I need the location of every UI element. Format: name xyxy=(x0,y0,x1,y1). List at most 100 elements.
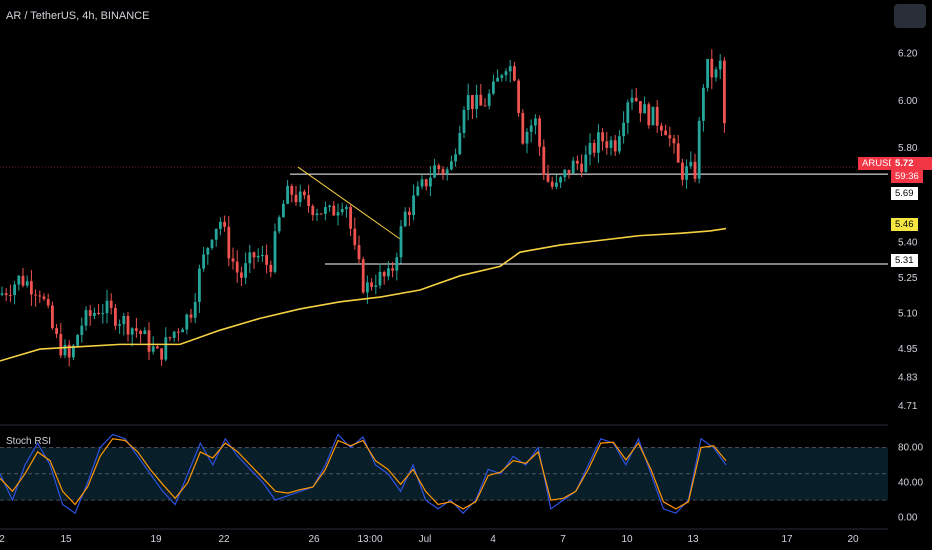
ma-value-badge: 5.46 xyxy=(891,218,918,231)
candle-body xyxy=(664,130,667,136)
candle-body xyxy=(361,259,365,293)
candle-body xyxy=(298,191,302,203)
candle-body xyxy=(118,324,121,326)
candle-body xyxy=(76,335,79,346)
candle-body xyxy=(504,71,508,76)
candle-body xyxy=(681,162,684,180)
candle-body xyxy=(4,293,8,296)
candle-body xyxy=(412,195,415,216)
time-tick-label: 10 xyxy=(621,534,633,545)
candle-body xyxy=(567,169,571,174)
candles xyxy=(0,49,726,367)
candle-body xyxy=(571,160,575,174)
candle-body xyxy=(576,160,579,164)
price-tick-label: 5.80 xyxy=(898,143,918,154)
time-tick-label: 4 xyxy=(490,534,496,545)
candle-body xyxy=(387,268,390,277)
candle-body xyxy=(618,136,621,152)
time-tick-label: 19 xyxy=(150,534,162,545)
trendline xyxy=(297,166,403,241)
time-tick-label: 26 xyxy=(308,534,320,545)
candle-body xyxy=(479,94,483,106)
candle-body xyxy=(487,93,491,106)
candle-body xyxy=(349,207,352,229)
candle-body xyxy=(248,252,252,264)
candle-body xyxy=(147,330,151,352)
time-tick-label: 13 xyxy=(687,534,699,545)
candle-body xyxy=(441,169,445,174)
candle-body xyxy=(231,258,235,262)
candle-body xyxy=(143,330,147,334)
candle-body xyxy=(643,104,646,114)
candle-body xyxy=(252,252,256,258)
time-tick-label: 13:00 xyxy=(357,534,382,545)
candle-body xyxy=(718,60,722,70)
candle-body xyxy=(450,161,453,170)
candle-body xyxy=(324,207,327,214)
candle-body xyxy=(697,120,701,179)
candle-body xyxy=(424,179,428,187)
candle-body xyxy=(676,143,680,163)
candle-body xyxy=(382,272,386,277)
candle-body xyxy=(374,285,378,287)
candle-body xyxy=(517,80,520,113)
candle-body xyxy=(25,281,29,286)
candle-body xyxy=(189,314,193,318)
price-tick-label: 5.25 xyxy=(898,273,918,284)
candle-body xyxy=(702,87,705,121)
candle-body xyxy=(508,66,512,72)
candle-body xyxy=(345,207,348,210)
candle-body xyxy=(185,314,189,330)
candle-body xyxy=(538,118,541,147)
candle-body xyxy=(416,186,420,196)
candle-body xyxy=(34,294,37,296)
candle-body xyxy=(534,118,537,126)
candle-body xyxy=(164,337,168,360)
candle-body xyxy=(51,305,54,329)
candle-body xyxy=(122,316,126,325)
candle-body xyxy=(97,312,100,314)
candle-body xyxy=(13,284,16,296)
last-price-badge: 5.72 xyxy=(891,157,918,170)
candle-body xyxy=(605,141,609,148)
candle-body xyxy=(240,272,243,278)
candle-body xyxy=(38,295,42,297)
candle-body xyxy=(370,282,373,287)
candle-body xyxy=(227,226,231,259)
candle-body xyxy=(588,142,592,155)
candle-body xyxy=(529,125,533,132)
candle-body xyxy=(328,205,331,208)
candle-body xyxy=(172,331,176,338)
candle-body xyxy=(315,213,319,216)
candle-body xyxy=(475,94,478,110)
candle-body xyxy=(542,146,546,175)
candle-body xyxy=(550,181,554,187)
candle-body xyxy=(160,348,163,360)
candle-body xyxy=(496,77,499,82)
candle-body xyxy=(651,106,655,126)
level-high-badge: 5.69 xyxy=(891,187,918,200)
candle-body xyxy=(433,165,436,178)
price-tick-label: 4.83 xyxy=(898,372,918,383)
candle-body xyxy=(286,185,289,204)
candle-body xyxy=(445,169,449,174)
candle-body xyxy=(63,344,67,356)
candle-body xyxy=(563,169,567,178)
stoch-tick-label: 40.00 xyxy=(898,478,923,489)
price-tick-label: 5.40 xyxy=(898,238,918,249)
countdown-badge: 59:36 xyxy=(891,170,923,183)
candle-body xyxy=(235,261,239,273)
candle-body xyxy=(105,300,109,314)
candle-body xyxy=(9,295,12,297)
candle-body xyxy=(151,346,155,352)
candle-body xyxy=(723,60,726,124)
indicator-label: Stoch RSI xyxy=(6,436,52,447)
candle-body xyxy=(366,282,369,293)
candle-body xyxy=(601,132,604,142)
menu-button[interactable] xyxy=(894,4,926,28)
candle-body xyxy=(59,333,63,356)
candle-body xyxy=(206,247,210,255)
candle-body xyxy=(109,300,113,308)
candle-body xyxy=(357,245,361,260)
